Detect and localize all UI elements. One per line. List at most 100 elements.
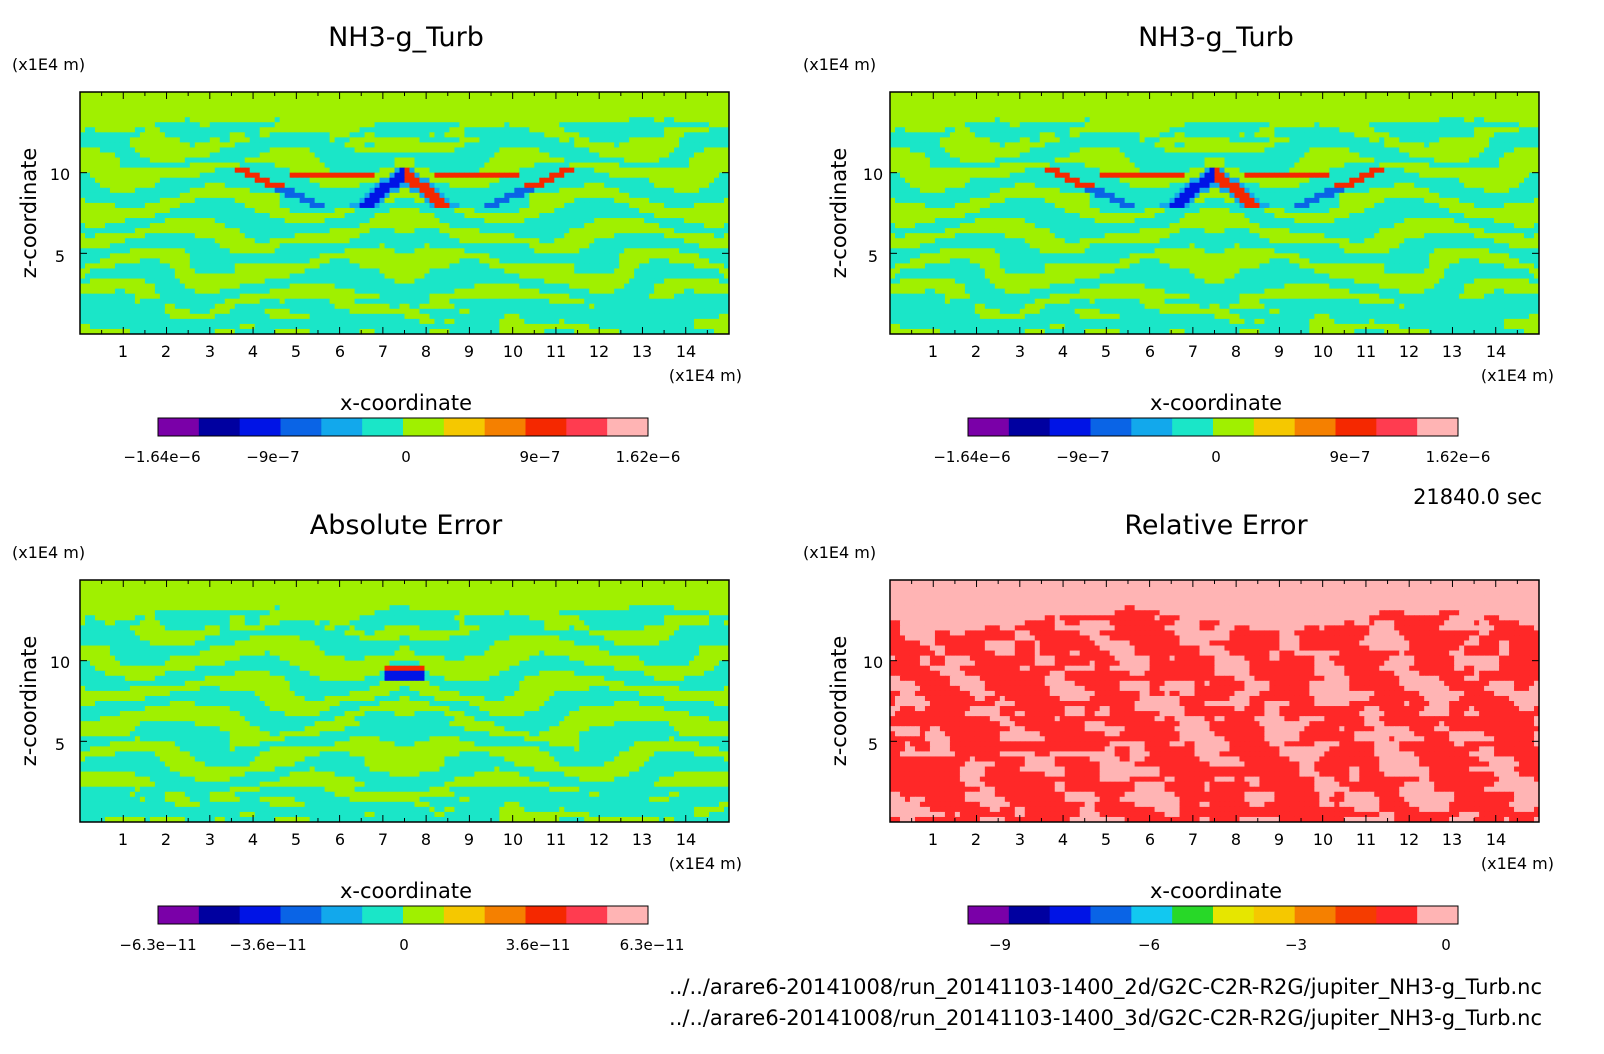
heatmap-cell — [244, 157, 251, 164]
heatmap-cell — [114, 162, 121, 169]
heatmap-cell — [124, 278, 131, 285]
heatmap-cell — [639, 218, 645, 224]
heatmap-cell — [289, 213, 296, 219]
heatmap-cell — [609, 97, 615, 103]
heatmap-cell — [219, 228, 226, 234]
heatmap-cell — [689, 238, 695, 244]
heatmap-cell — [639, 162, 645, 169]
heatmap-cell — [564, 112, 570, 118]
heatmap-cell — [469, 278, 475, 285]
heatmap-cell — [254, 228, 261, 234]
heatmap-cell — [584, 258, 590, 265]
heatmap-cell — [279, 152, 286, 159]
heatmap-cell — [589, 273, 595, 280]
heatmap-cell — [459, 187, 466, 194]
heatmap-cell — [239, 162, 246, 169]
heatmap-cell — [384, 213, 391, 219]
heatmap-cell — [509, 122, 515, 128]
heatmap-cell — [544, 147, 550, 154]
heatmap-cell — [459, 97, 466, 103]
heatmap-cell — [699, 182, 705, 189]
heatmap-cell — [539, 167, 545, 174]
heatmap-cell — [554, 152, 560, 159]
heatmap-cell — [284, 177, 291, 184]
heatmap-cell — [349, 152, 356, 159]
heatmap-cell — [474, 238, 480, 244]
heatmap-cell — [449, 102, 456, 108]
heatmap-cell — [604, 228, 610, 234]
heatmap-cell — [334, 157, 341, 164]
heatmap-cell — [129, 233, 136, 239]
heatmap-cell — [154, 182, 161, 189]
heatmap-cell — [254, 167, 261, 174]
heatmap-cell — [184, 283, 191, 290]
heatmap-cell — [509, 132, 515, 138]
heatmap-cell — [334, 253, 341, 259]
heatmap-cell — [619, 112, 625, 118]
heatmap-cell — [364, 273, 371, 280]
heatmap-cell — [264, 248, 271, 254]
heatmap-cell — [429, 152, 436, 159]
heatmap-cell — [704, 167, 710, 174]
heatmap-cell — [599, 172, 605, 179]
heatmap-cell — [314, 192, 321, 199]
heatmap-cell — [344, 228, 351, 234]
heatmap-cell — [594, 258, 600, 265]
heatmap-cell — [384, 268, 391, 275]
heatmap-cell — [239, 258, 246, 265]
heatmap-cell — [569, 273, 575, 280]
heatmap-cell — [179, 172, 186, 179]
heatmap-cell — [679, 228, 685, 234]
heatmap-cell — [459, 207, 466, 214]
heatmap-cell — [654, 177, 660, 184]
heatmap-cell — [699, 213, 705, 219]
heatmap-cell — [89, 187, 96, 194]
heatmap-cell — [319, 197, 326, 204]
heatmap-cell — [279, 97, 286, 103]
heatmap-cell — [164, 218, 171, 224]
heatmap-cell — [229, 157, 236, 164]
heatmap-cell — [654, 263, 660, 270]
heatmap-cell — [644, 238, 650, 244]
heatmap-cell — [394, 258, 401, 265]
heatmap-cell — [384, 233, 391, 239]
heatmap-cell — [309, 207, 316, 214]
heatmap-cell — [499, 187, 505, 194]
heatmap-cell — [444, 162, 451, 169]
heatmap-cell — [684, 197, 690, 204]
heatmap-cell — [359, 92, 366, 98]
heatmap-cell — [444, 92, 451, 98]
heatmap-cell — [459, 253, 466, 259]
heatmap-cell — [99, 218, 106, 224]
heatmap-cell — [419, 278, 426, 285]
heatmap-cell — [219, 243, 226, 249]
heatmap-cell — [134, 187, 141, 194]
heatmap-cell — [104, 112, 111, 118]
heatmap-cell — [604, 263, 610, 270]
heatmap-cell — [504, 97, 510, 103]
heatmap-cell — [654, 142, 660, 149]
heatmap-cell — [379, 137, 386, 144]
heatmap-cell — [309, 278, 316, 285]
heatmap-cell — [399, 137, 406, 144]
heatmap-cell — [634, 202, 640, 209]
heatmap-cell — [624, 147, 630, 154]
heatmap-cell — [529, 223, 535, 229]
heatmap-cell — [484, 122, 490, 128]
heatmap-cell — [324, 147, 331, 154]
heatmap-cell — [599, 233, 605, 239]
heatmap-cell — [384, 117, 391, 123]
heatmap-cell — [529, 167, 535, 174]
heatmap-cell — [504, 107, 510, 113]
heatmap-cell — [104, 132, 111, 138]
heatmap-cell — [279, 177, 286, 184]
heatmap-cell — [94, 137, 101, 144]
heatmap-cell — [584, 233, 590, 239]
heatmap-cell — [379, 112, 386, 118]
heatmap-cell — [324, 117, 331, 123]
heatmap-cell — [319, 172, 326, 179]
heatmap-cell — [189, 202, 196, 209]
heatmap-cell — [259, 177, 266, 184]
heatmap-cell — [604, 238, 610, 244]
heatmap-cell — [569, 177, 575, 184]
